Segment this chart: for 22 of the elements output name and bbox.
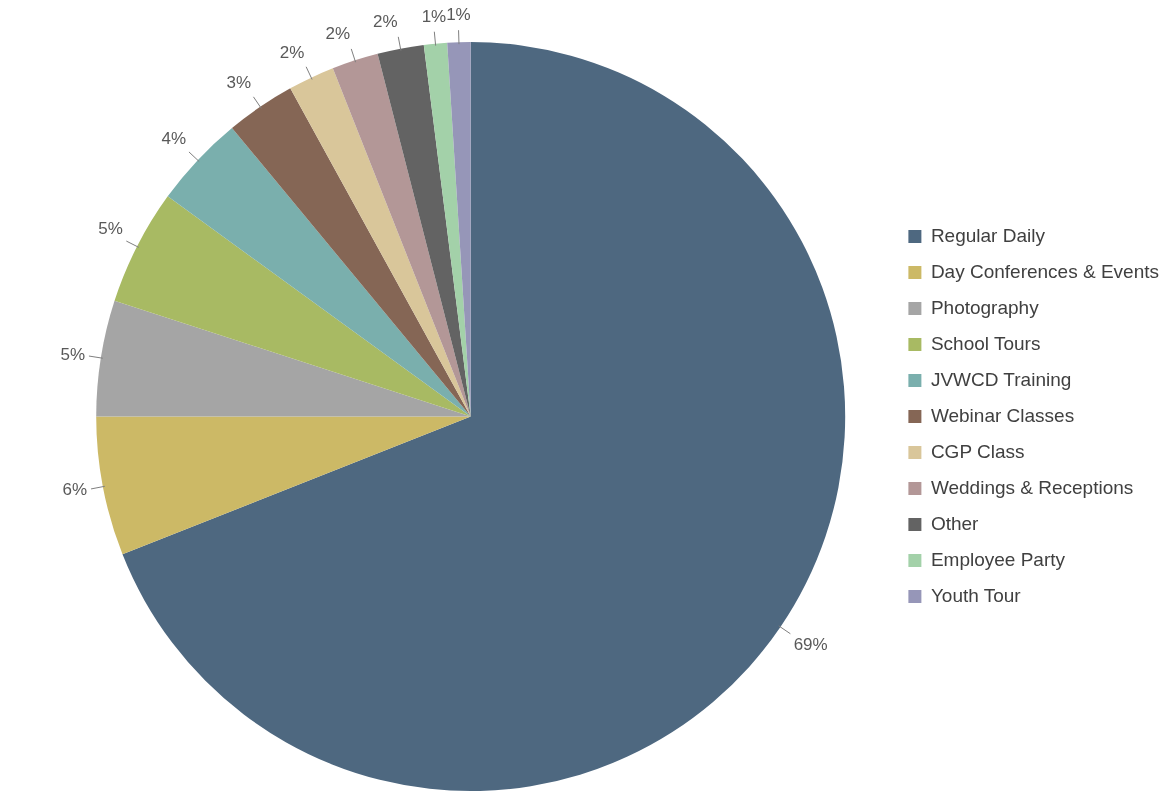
data-label: 5%	[98, 219, 123, 239]
data-label: 1%	[421, 6, 447, 26]
data-label: 6%	[62, 479, 88, 499]
legend-label: School Tours	[930, 332, 1041, 354]
legend-label: CGP Class	[930, 440, 1025, 462]
legend-label: Weddings & Receptions	[930, 476, 1134, 498]
data-label: 3%	[226, 73, 252, 93]
data-label: 2%	[325, 24, 351, 44]
data-label: 2%	[372, 12, 398, 32]
legend-label: Webinar Classes	[930, 404, 1075, 426]
legend-label: Youth Tour	[930, 584, 1022, 606]
data-label: 2%	[279, 42, 305, 62]
legend-label: Regular Daily	[930, 224, 1046, 246]
data-label: 1%	[446, 5, 471, 25]
data-label: 5%	[60, 344, 85, 364]
legend-label: Other	[930, 512, 980, 534]
data-label: 4%	[161, 129, 187, 148]
legend-label: JVWCD Training	[930, 368, 1072, 390]
legend-label: Employee Party	[930, 548, 1066, 570]
legend-label: Day Conferences & Events	[930, 260, 1160, 282]
legend-label: Photography	[930, 296, 1040, 318]
data-label: 69%	[793, 635, 828, 655]
